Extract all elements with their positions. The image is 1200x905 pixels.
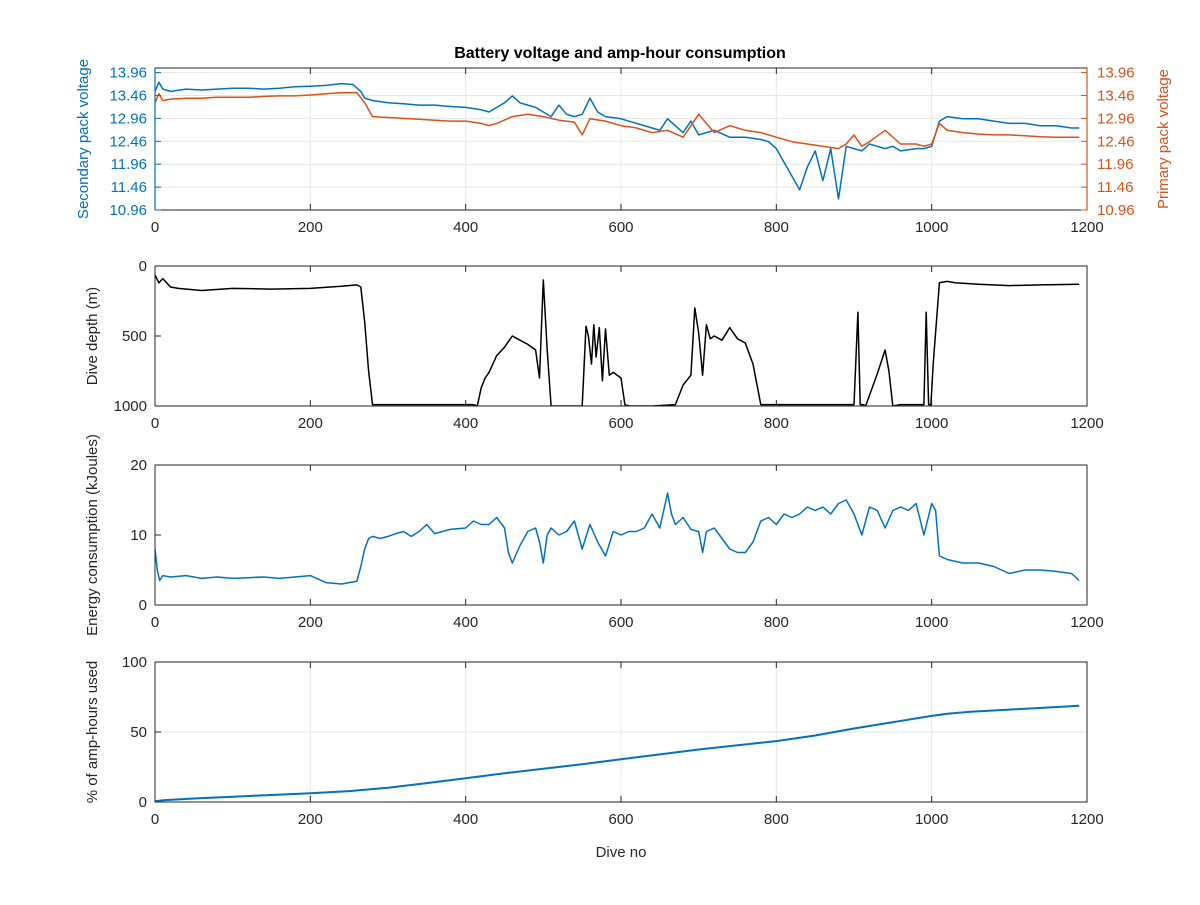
x-tick-label: 0 (151, 219, 159, 236)
y-tick-label-right: 12.96 (1097, 110, 1135, 127)
x-tick-label: 1000 (915, 614, 948, 631)
x-tick-label: 1200 (1070, 614, 1103, 631)
y-tick-label-right: 11.46 (1097, 179, 1133, 196)
x-tick-label: 1200 (1070, 219, 1103, 236)
y-axis-label: Dive depth (m) (84, 287, 101, 385)
x-tick-label: 1000 (915, 219, 948, 236)
y-tick-label: 11.96 (111, 156, 147, 173)
x-axis-label: Dive no (596, 844, 647, 861)
x-tick-label: 600 (608, 614, 633, 631)
y-tick-label: 13.96 (109, 65, 147, 82)
y-tick-label-right: 10.96 (1097, 202, 1135, 219)
x-tick-label: 200 (298, 614, 323, 631)
x-tick-label: 400 (453, 219, 478, 236)
y-tick-label: 1000 (114, 398, 147, 415)
y-tick-label-right: 12.46 (1097, 133, 1135, 150)
plot-area (155, 266, 1087, 406)
x-tick-label: 1200 (1070, 811, 1103, 828)
y-tick-label-right: 11.96 (1097, 156, 1133, 173)
y-tick-label: 12.96 (109, 110, 147, 127)
y-tick-label: 100 (122, 654, 147, 671)
x-tick-label: 200 (298, 219, 323, 236)
x-tick-label: 400 (453, 811, 478, 828)
y-tick-label: 12.46 (109, 133, 147, 150)
y-tick-label: 20 (130, 457, 147, 474)
x-tick-label: 0 (151, 811, 159, 828)
x-tick-label: 200 (298, 415, 323, 432)
y-tick-label-right: 13.46 (1097, 87, 1135, 104)
y-axis-label: % of amp-hours used (84, 661, 101, 804)
y-tick-label: 500 (122, 328, 147, 345)
x-tick-label: 400 (453, 614, 478, 631)
chart-energy: 0 200 400 600 800 1000 1200 0 10 20 Energy consump… (84, 434, 1104, 636)
y-tick-label: 11.46 (111, 179, 147, 196)
y-tick-label: 13.46 (109, 87, 147, 104)
figure-title: Battery voltage and amp-hour consumption (454, 45, 786, 62)
x-tick-label: 800 (764, 811, 789, 828)
x-tick-label: 0 (151, 415, 159, 432)
x-tick-label: 600 (608, 219, 633, 236)
y-axis-label-right: Primary pack voltage (1155, 69, 1172, 209)
y-tick-label-right: 13.96 (1097, 65, 1135, 82)
chart-depth: 0 200 400 600 800 1000 1200 0 500 1000 Dive depth … (84, 258, 1104, 432)
x-tick-label: 800 (764, 614, 789, 631)
y-tick-label: 0 (139, 258, 147, 275)
y-tick-label: 10 (130, 527, 147, 544)
x-tick-label: 1000 (915, 811, 948, 828)
y-tick-label: 0 (139, 794, 147, 811)
x-tick-label: 1000 (915, 415, 948, 432)
x-tick-label: 400 (453, 415, 478, 432)
x-tick-label: 200 (298, 811, 323, 828)
chart-amphours: 0 200 400 600 800 1000 1200 0 50 100 % of amp-hour… (84, 654, 1104, 861)
y-tick-label: 0 (139, 597, 147, 614)
x-tick-label: 800 (764, 415, 789, 432)
y-tick-label: 50 (130, 724, 147, 741)
x-tick-label: 1200 (1070, 415, 1103, 432)
y-tick-label: 10.96 (109, 202, 147, 219)
x-tick-label: 600 (608, 415, 633, 432)
x-tick-label: 800 (764, 219, 789, 236)
x-tick-label: 0 (151, 614, 159, 631)
x-tick-label: 600 (608, 811, 633, 828)
y-axis-label: Secondary pack voltage (75, 59, 92, 219)
y-axis-label: Energy consumption (kJoules) (84, 434, 101, 636)
